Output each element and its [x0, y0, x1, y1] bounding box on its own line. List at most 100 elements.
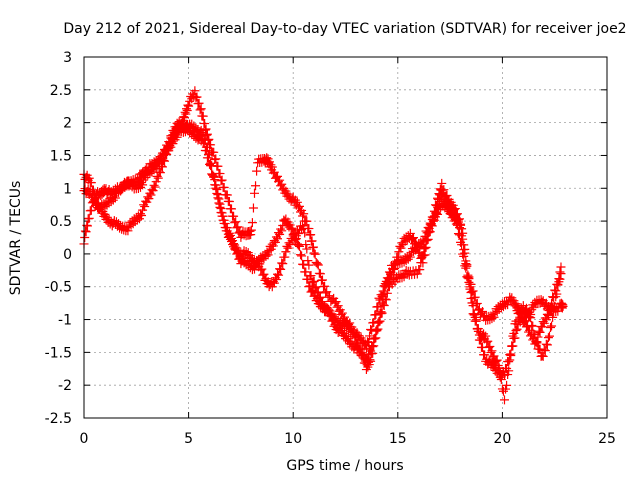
x-tick-label: 5 [184, 431, 193, 447]
data-point [418, 258, 428, 268]
data-point [86, 205, 96, 215]
data-point [315, 292, 325, 302]
y-tick-label: -0.5 [45, 280, 72, 296]
data-point [384, 275, 394, 285]
data-point [362, 337, 372, 347]
data-point [246, 230, 256, 240]
data-point [209, 147, 219, 157]
data-point [510, 333, 520, 343]
data-point [509, 328, 519, 338]
data-point [361, 343, 371, 353]
data-point [528, 321, 538, 331]
x-tick-label: 0 [80, 431, 89, 447]
data-point [303, 256, 313, 266]
data-point [420, 250, 430, 260]
data-point [464, 277, 474, 287]
x-axis-label: GPS time / hours [286, 458, 403, 474]
data-point [80, 233, 90, 242]
data-point [263, 250, 273, 260]
data-point [293, 240, 303, 250]
data-point [277, 226, 287, 236]
data-point [315, 269, 325, 279]
data-point [353, 343, 363, 353]
y-tick-label: 0 [63, 247, 72, 263]
data-point [442, 199, 452, 209]
data-point [207, 161, 217, 171]
data-point [526, 313, 536, 323]
data-point [274, 270, 284, 280]
data-point [481, 331, 491, 341]
data-point [333, 301, 343, 311]
data-point [558, 301, 568, 311]
data-point [203, 150, 213, 160]
y-tick-label: -2.5 [45, 411, 72, 427]
data-point [140, 202, 150, 212]
data-point [297, 251, 307, 261]
data-point [374, 317, 384, 327]
data-point [440, 194, 450, 204]
data-point [341, 318, 350, 328]
data-point [216, 204, 226, 214]
data-point [247, 254, 257, 264]
data-point [208, 170, 218, 180]
data-point [222, 190, 232, 200]
data-point [320, 281, 330, 291]
data-point [200, 119, 210, 129]
data-point [494, 363, 504, 373]
data-point [537, 351, 547, 361]
data-point [206, 158, 216, 168]
data-point [209, 172, 219, 182]
data-point [271, 275, 281, 285]
data-point [413, 242, 423, 252]
data-point [411, 238, 421, 248]
data-point [211, 183, 221, 193]
data-point [294, 201, 304, 211]
data-point [524, 307, 534, 317]
data-point [495, 372, 505, 382]
data-point [222, 226, 232, 236]
data-point [391, 259, 401, 269]
y-tick-label: 1.5 [50, 148, 72, 164]
data-point [213, 193, 223, 203]
data-point [153, 173, 163, 183]
data-point [291, 231, 301, 241]
data-point [200, 135, 210, 145]
y-tick-label: 0.5 [50, 214, 72, 230]
data-point [85, 187, 95, 197]
data-point [215, 169, 225, 179]
data-point [248, 203, 258, 213]
data-point [511, 316, 521, 326]
data-point [546, 323, 556, 333]
data-point [503, 300, 513, 310]
data-point [210, 175, 220, 185]
data-point [301, 267, 311, 277]
data-point [275, 264, 285, 274]
data-point [378, 300, 388, 310]
data-point [457, 240, 467, 250]
data-point [183, 100, 193, 110]
data-point [444, 203, 454, 213]
series-2 [79, 117, 566, 366]
data-point [339, 312, 349, 322]
data-point [123, 226, 133, 236]
data-point [438, 189, 448, 199]
data-point [487, 346, 497, 356]
data-point [387, 270, 397, 280]
data-point [307, 236, 317, 246]
data-point [292, 197, 302, 207]
data-point [502, 363, 512, 373]
data-point [138, 180, 148, 190]
data-point [92, 198, 102, 208]
data-point [504, 366, 514, 376]
data-point [458, 249, 468, 259]
data-point [247, 218, 257, 228]
data-point [455, 223, 465, 233]
data-point [246, 225, 256, 235]
x-tick-label: 15 [389, 431, 407, 447]
data-point [229, 211, 239, 221]
data-point [463, 273, 473, 283]
data-point [213, 161, 223, 171]
data-point [542, 309, 552, 319]
data-point [165, 138, 175, 148]
